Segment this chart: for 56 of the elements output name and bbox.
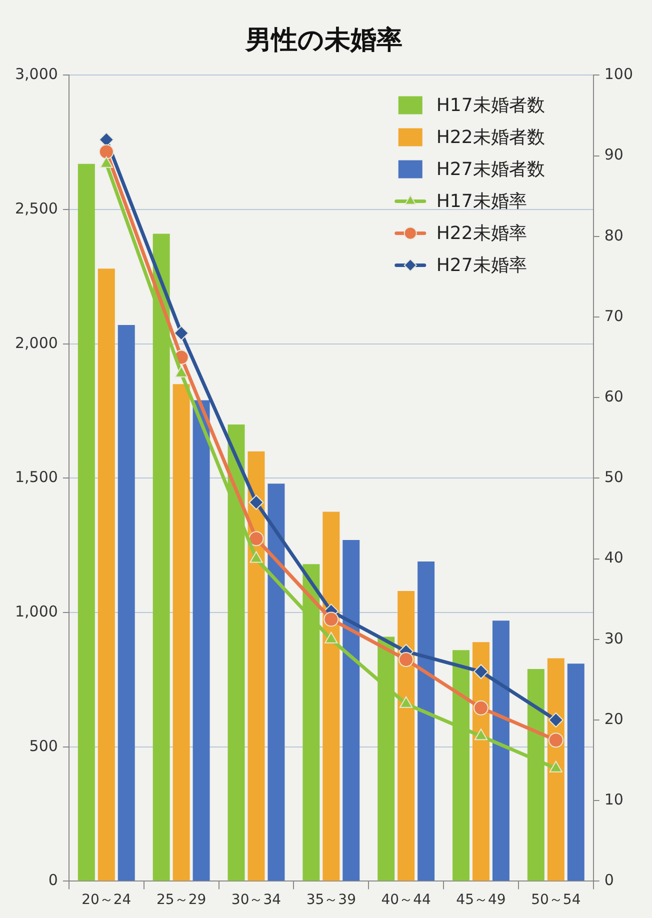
- bar: [78, 164, 95, 881]
- y-tick-label: 2,000: [14, 334, 58, 352]
- y2-tick-label: 30: [604, 629, 624, 648]
- point: [548, 732, 564, 748]
- bar: [192, 400, 210, 881]
- x-tick-label: 45～49: [456, 892, 506, 908]
- bar: [398, 591, 415, 881]
- y-tick-label: 500: [29, 736, 58, 755]
- chart-title: 男性の未婚率: [244, 25, 402, 56]
- y2-tick-label: 40: [604, 548, 624, 567]
- y-tick-label: 1,500: [14, 468, 58, 486]
- legend-label: H27未婚者数: [436, 158, 545, 180]
- bar: [492, 620, 510, 881]
- point: [174, 326, 189, 341]
- y2-tick-label: 10: [604, 790, 624, 808]
- y-tick-label: 3,000: [14, 65, 58, 84]
- point: [98, 144, 114, 160]
- legend-label: H22未婚率: [436, 222, 527, 244]
- y-tick-label: 1,000: [14, 602, 58, 620]
- point: [324, 612, 339, 627]
- bar: [322, 512, 340, 881]
- bar: [98, 268, 115, 881]
- legend-label: H17未婚率: [436, 190, 527, 212]
- point: [248, 531, 264, 546]
- point: [248, 494, 264, 510]
- y2-tick-label: 20: [604, 710, 624, 728]
- y2-tick-label: 90: [604, 146, 624, 164]
- bar: [342, 540, 360, 881]
- bar: [172, 384, 190, 881]
- x-tick-label: 25～29: [156, 892, 206, 908]
- x-tick-label: 30～34: [231, 892, 282, 908]
- point: [398, 652, 414, 668]
- point: [473, 664, 488, 680]
- y2-tick-label: 70: [604, 306, 624, 325]
- y2-tick-label: 80: [604, 226, 624, 244]
- y-tick-label: 0: [48, 871, 58, 890]
- bar: [268, 484, 285, 881]
- legend-label: H22未婚者数: [436, 126, 545, 148]
- x-tick-label: 40～44: [381, 892, 431, 908]
- legend-label: H27未婚率: [436, 254, 527, 276]
- bar: [567, 664, 584, 881]
- point: [474, 728, 488, 740]
- bar: [248, 451, 265, 881]
- point: [548, 712, 564, 728]
- x-tick-label: 20～24: [82, 892, 132, 908]
- y-tick-label: 2,500: [14, 199, 58, 218]
- bar: [118, 325, 135, 881]
- y2-tick-label: 100: [604, 65, 634, 84]
- point: [473, 700, 488, 716]
- x-tick-label: 50～54: [531, 892, 581, 908]
- y2-tick-label: 50: [604, 468, 624, 486]
- legend-label: H17未婚者数: [436, 94, 545, 116]
- y2-tick-label: 60: [604, 387, 624, 406]
- y2-tick-label: 0: [604, 871, 614, 890]
- x-tick-label: 35～39: [306, 892, 356, 908]
- bar: [418, 561, 435, 881]
